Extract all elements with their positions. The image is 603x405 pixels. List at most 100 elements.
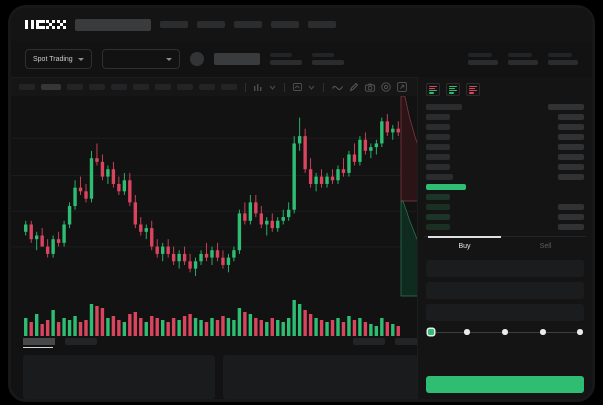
orderbook-row[interactable]: [426, 102, 584, 112]
app-screen: Spot Trading: [11, 8, 592, 399]
trading-mode-select[interactable]: Spot Trading: [25, 49, 92, 69]
timeframe-5[interactable]: [111, 84, 127, 90]
slider-stop-2[interactable]: [502, 329, 508, 335]
candlestick-plot: [11, 114, 439, 276]
bottom-tab-1[interactable]: [23, 337, 55, 345]
nav-search[interactable]: [74, 18, 151, 31]
compare-icon[interactable]: [293, 83, 302, 91]
orderbook-amount: [558, 134, 584, 140]
market-stat-2: [311, 53, 344, 65]
orderbook-price: [426, 104, 462, 110]
tab-sell[interactable]: Sell: [539, 243, 552, 250]
orderbook-row[interactable]: [426, 222, 584, 232]
tab-buy[interactable]: Buy: [424, 236, 505, 255]
camera-icon[interactable]: [365, 83, 375, 92]
market-bar: Spot Trading: [11, 41, 592, 77]
orderbook-price: [426, 164, 450, 170]
orderbook-price: [426, 194, 450, 200]
orderbook-row[interactable]: [426, 112, 584, 122]
orderbook-price: [426, 204, 450, 210]
okx-logo[interactable]: [25, 20, 66, 29]
pair-name[interactable]: [213, 53, 260, 65]
chevron-down-icon[interactable]: [308, 85, 315, 90]
toolbar-divider: [245, 82, 246, 92]
toolbar-divider: [284, 82, 285, 92]
orderbook-view-modes: [418, 77, 592, 100]
orderbook-bids-icon[interactable]: [446, 83, 460, 96]
timeframe-2-active[interactable]: [41, 84, 61, 90]
market-stat-1: [269, 53, 302, 65]
volume-histogram: [24, 300, 400, 336]
timeframe-3[interactable]: [67, 84, 83, 90]
orderbook-row[interactable]: [426, 142, 584, 152]
timeframe-4[interactable]: [89, 84, 105, 90]
orderbook-row[interactable]: [426, 202, 584, 212]
orderbook-row[interactable]: [426, 162, 584, 172]
bottom-tab-2[interactable]: [65, 337, 97, 345]
orderbook-row[interactable]: [426, 192, 584, 202]
orders-tabbar: [11, 331, 439, 351]
timeframe-9[interactable]: [199, 84, 215, 90]
indicator-icon[interactable]: [254, 83, 263, 91]
order-field-1[interactable]: [426, 260, 584, 277]
submit-buy-button[interactable]: [426, 376, 584, 393]
order-field-3[interactable]: [426, 304, 584, 321]
timeframe-6[interactable]: [133, 84, 149, 90]
orderbook-rows[interactable]: [418, 100, 592, 232]
orderbook-row[interactable]: [426, 152, 584, 162]
orderbook-row[interactable]: [426, 172, 584, 182]
orderbook-price: [426, 214, 450, 220]
active-tab-underline: [23, 346, 53, 348]
bottom-right-tab-2[interactable]: [395, 337, 427, 345]
orderbook-row[interactable]: [426, 182, 584, 192]
orderbook-amount: [558, 214, 584, 220]
chevron-down-icon[interactable]: [269, 85, 276, 90]
pair-select[interactable]: [101, 49, 180, 69]
slider-stop-1[interactable]: [464, 329, 470, 335]
chart-toolbar: [11, 77, 439, 96]
timeframe-8[interactable]: [177, 84, 193, 90]
order-form-tabs: Buy Sell: [424, 236, 586, 255]
trading-mode-label: Spot Trading: [33, 55, 73, 63]
chevron-down-icon: [165, 57, 172, 61]
nav-item-1[interactable]: [159, 21, 188, 28]
orderbook-row[interactable]: [426, 212, 584, 222]
orderbook-amount: [558, 114, 584, 120]
fullscreen-icon[interactable]: [397, 82, 407, 92]
timeframe-7[interactable]: [155, 84, 171, 90]
amount-percent-slider[interactable]: [428, 327, 583, 337]
price-chart[interactable]: [11, 96, 439, 339]
nav-item-2[interactable]: [196, 21, 225, 28]
pencil-icon[interactable]: [349, 82, 359, 92]
orderbook-price: [426, 134, 450, 140]
slider-stop-0[interactable]: [428, 329, 434, 335]
market-stat-5: [548, 53, 578, 65]
chevron-down-icon: [77, 57, 84, 61]
orderbook-asks-icon[interactable]: [466, 83, 480, 96]
orderbook-row[interactable]: [426, 132, 584, 142]
orderbook-panel: Buy Sell: [417, 77, 592, 399]
slider-stop-4[interactable]: [577, 329, 583, 335]
timeframe-10[interactable]: [221, 84, 237, 90]
orderbook-amount: [558, 174, 584, 180]
orderbook-amount: [558, 124, 584, 130]
settings-icon[interactable]: [381, 82, 391, 92]
slider-stop-3[interactable]: [540, 329, 546, 335]
orderbook-both-icon[interactable]: [426, 83, 440, 96]
orderbook-row[interactable]: [426, 122, 584, 132]
orders-panel-left[interactable]: [23, 355, 215, 399]
nav-item-5[interactable]: [307, 21, 336, 28]
timeframe-1[interactable]: [19, 84, 35, 90]
order-field-2[interactable]: [426, 282, 584, 299]
orderbook-price: [426, 184, 466, 190]
orders-panel-right[interactable]: [223, 355, 427, 399]
toolbar-divider: [323, 82, 324, 92]
orderbook-amount: [548, 104, 584, 110]
device-frame: Spot Trading: [8, 5, 595, 402]
top-navigation-bar: [11, 8, 592, 41]
bottom-right-tab-1[interactable]: [353, 337, 385, 345]
nav-item-4[interactable]: [270, 21, 299, 28]
market-stat-3: [468, 53, 498, 65]
nav-item-3[interactable]: [233, 21, 262, 28]
trendline-icon[interactable]: [332, 84, 343, 91]
